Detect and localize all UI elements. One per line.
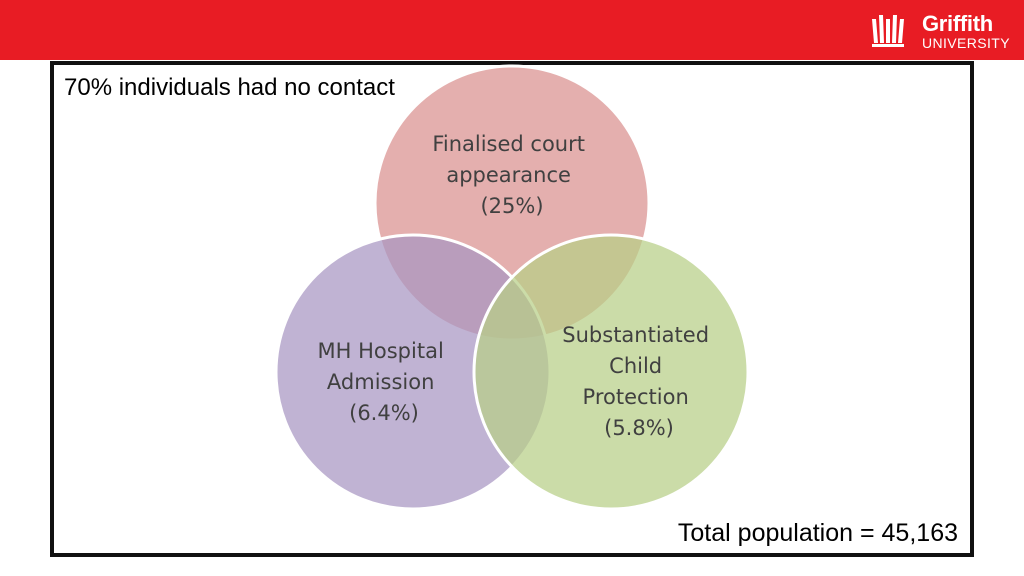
venn-circle-child bbox=[472, 233, 750, 511]
venn-label-child: Substantiated Child Protection (5.8%) bbox=[562, 323, 715, 440]
headline: 70% individuals had no contact bbox=[64, 74, 395, 101]
logo-subtitle: UNIVERSITY bbox=[921, 34, 1010, 51]
header-bar: Griffith UNIVERSITY bbox=[0, 0, 1024, 60]
griffith-crest-icon bbox=[871, 15, 904, 47]
venn-label-court: Finalised court appearance (25%) bbox=[432, 132, 591, 218]
total-population-note: Total population = 45,163 bbox=[677, 519, 958, 547]
griffith-logo[interactable]: Griffith UNIVERSITY bbox=[870, 12, 1010, 50]
content-frame bbox=[50, 61, 974, 557]
logo-name: Griffith bbox=[921, 10, 993, 36]
venn-label-mh: MH Hospital Admission (6.4%) bbox=[318, 339, 451, 425]
